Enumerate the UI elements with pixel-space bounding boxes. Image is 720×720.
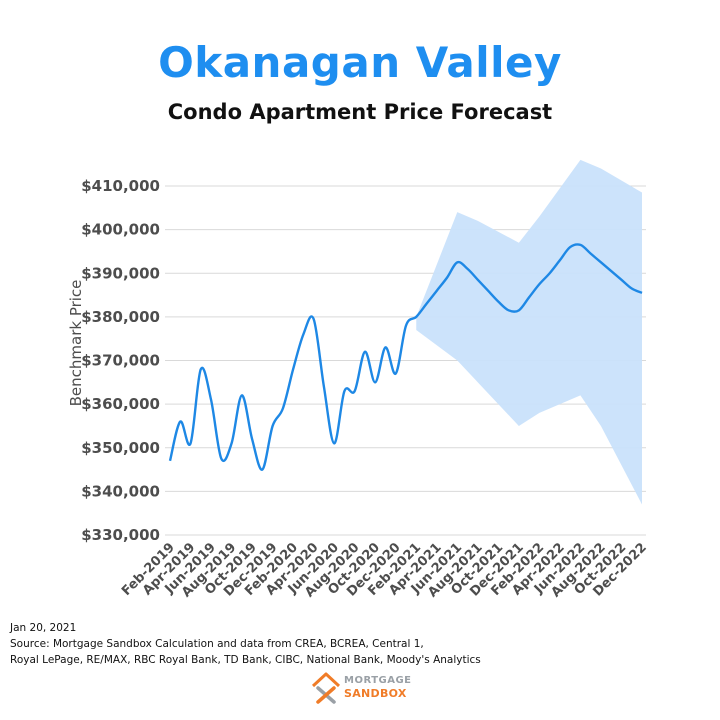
y-tick-label: $400,000 [81, 221, 160, 239]
logo-text-sandbox: SANDBOX [344, 687, 407, 700]
y-tick-label: $390,000 [81, 264, 160, 282]
mortgage-sandbox-logo: MORTGAGE SANDBOX [310, 668, 420, 708]
y-tick-label: $370,000 [81, 352, 160, 370]
y-tick-label: $380,000 [81, 308, 160, 326]
footer-date: Jan 20, 2021 [10, 622, 77, 634]
logo-text-mortgage: MORTGAGE [344, 675, 412, 686]
price-forecast-chart: $330,000 $340,000 $350,000 $360,000 $370,000… [67, 159, 650, 600]
benchmark-price-line [168, 243, 643, 471]
logo-mark-icon [311, 672, 341, 704]
line-layer [168, 243, 643, 471]
footer-source-line-1: Source: Mortgage Sandbox Calculation and… [10, 638, 424, 650]
chart-title: Okanagan Valley [158, 38, 562, 87]
footer-source-line-2: Royal LePage, RE/MAX, RBC Royal Bank, TD… [10, 654, 481, 666]
y-tick-label: $330,000 [81, 526, 160, 544]
y-axis-label: Benchmark Price [67, 280, 85, 407]
y-tick-label: $360,000 [81, 395, 160, 413]
forecast-band [416, 159, 642, 505]
x-tick-labels: Feb-2019Apr-2019Jun-2019Aug-2019Oct-2019… [119, 540, 650, 600]
forecast-band-layer [416, 159, 642, 505]
footer: Jan 20, 2021 Source: Mortgage Sandbox Ca… [10, 620, 481, 668]
y-tick-labels: $330,000 $340,000 $350,000 $360,000 $370,000… [81, 177, 160, 544]
y-tick-label: $340,000 [81, 482, 160, 500]
chart-subtitle: Condo Apartment Price Forecast [167, 100, 553, 124]
y-tick-label: $410,000 [81, 177, 160, 195]
y-tick-label: $350,000 [81, 439, 160, 457]
